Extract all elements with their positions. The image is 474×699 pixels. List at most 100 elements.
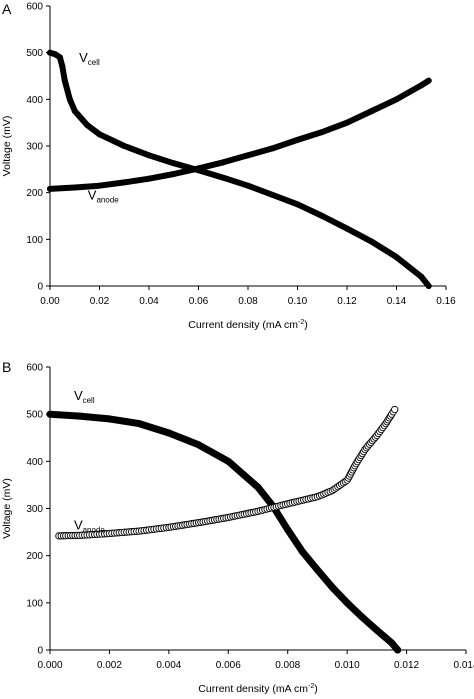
y-tick-label: 500	[26, 48, 43, 59]
panel-letter: A	[2, 1, 12, 17]
x-tick-label: 0.04	[139, 296, 159, 307]
data-point	[96, 131, 103, 138]
data-point	[368, 238, 375, 245]
data-point	[121, 179, 128, 186]
x-axis-label: Current density (mA cm-2)	[188, 319, 307, 331]
data-point	[195, 165, 202, 172]
data-point	[51, 51, 58, 58]
data-point	[245, 182, 251, 189]
data-point	[344, 119, 350, 126]
x-tick-label: 0.014	[453, 660, 474, 671]
data-point	[121, 143, 128, 149]
x-tick-label: 0.00	[40, 296, 60, 307]
x-tick-label: 0.004	[156, 660, 181, 671]
data-point	[373, 626, 381, 634]
x-tick-label: 0.12	[337, 296, 357, 307]
data-point	[135, 420, 143, 428]
data-point	[170, 160, 177, 167]
series-label: Vcell	[79, 50, 100, 67]
data-point	[299, 548, 307, 556]
data-point	[343, 599, 351, 607]
data-point	[59, 63, 66, 70]
x-axis-label: Current density (mA cm-2)	[198, 683, 317, 695]
y-tick-label: 0	[37, 646, 43, 657]
data-point	[254, 483, 262, 491]
panel-b: B 0 100 200 300 400 500 600 0.000 0.002 0.004 0.006…	[1, 359, 474, 695]
data-point	[269, 145, 276, 152]
y-tick-label: 200	[26, 551, 43, 562]
y-tick-label: 400	[26, 95, 43, 106]
y-axis-label: Voltage (mV)	[1, 116, 13, 177]
series-label: Vanode	[88, 188, 119, 205]
x-tick-label: 0.010	[335, 660, 360, 671]
series-anode: Vanode	[47, 77, 432, 205]
data-point	[245, 152, 251, 159]
data-point	[269, 192, 276, 198]
data-point	[391, 405, 399, 414]
data-point	[368, 108, 375, 114]
x-tick-label: 0.002	[97, 660, 122, 671]
data-point	[71, 184, 78, 191]
x-tick-label: 0.16	[436, 296, 456, 307]
data-point	[393, 254, 400, 261]
y-tick-label: 500	[26, 410, 43, 421]
series-label: Vcell	[74, 388, 95, 405]
data-point	[47, 49, 53, 56]
data-point	[358, 613, 366, 621]
data-point	[425, 283, 432, 289]
x-tick-label: 0.000	[37, 660, 62, 671]
data-point	[418, 82, 425, 89]
x-tick-label: 0.012	[394, 660, 419, 671]
data-point	[46, 410, 54, 418]
data-point	[313, 566, 321, 574]
data-point	[146, 175, 152, 182]
data-point	[220, 174, 227, 181]
y-tick-label: 600	[26, 363, 43, 374]
y-tick-label: 300	[26, 504, 43, 515]
data-point	[56, 54, 63, 61]
data-point	[388, 639, 396, 647]
y-axis-label: Voltage (mV)	[1, 478, 13, 539]
data-point	[71, 108, 78, 114]
panel-a: A 0 100 200 300 400 500 600 0.00 0.02 0.04 0.06 0.08…	[1, 1, 456, 331]
panel-letter: B	[2, 359, 11, 375]
y-tick-label: 400	[26, 457, 43, 468]
data-point	[170, 171, 177, 177]
series-anode: Vanode	[55, 405, 399, 540]
data-point	[76, 412, 84, 420]
x-tick-label: 0.02	[90, 296, 110, 307]
y-tick-label: 100	[26, 598, 43, 609]
data-point	[328, 583, 336, 591]
data-point	[96, 182, 103, 189]
series-cell: Vcell	[47, 49, 432, 289]
x-tick-label: 0.08	[238, 296, 258, 307]
y-tick-label: 100	[26, 235, 43, 246]
data-point	[294, 201, 301, 208]
x-tick-label: 0.06	[189, 296, 209, 307]
data-point	[224, 457, 232, 465]
data-point	[394, 646, 402, 654]
data-point	[165, 429, 173, 437]
data-point	[393, 96, 400, 103]
y-tick-label: 300	[26, 142, 43, 153]
series-label: Vanode	[74, 518, 105, 535]
data-point	[84, 122, 91, 128]
x-tick-label: 0.10	[288, 296, 308, 307]
data-point	[418, 273, 425, 280]
data-point	[220, 159, 227, 166]
x-tick-label: 0.008	[275, 660, 300, 671]
x-tick-label: 0.006	[216, 660, 241, 671]
x-tick-label: 0.14	[387, 296, 407, 307]
data-point	[319, 129, 326, 135]
series-line	[47, 49, 432, 289]
data-point	[319, 213, 326, 219]
y-tick-label: 200	[26, 188, 43, 199]
data-point	[61, 77, 68, 84]
data-point	[284, 526, 292, 534]
data-point	[344, 225, 350, 232]
data-point	[66, 96, 73, 103]
data-point	[195, 441, 203, 449]
data-point	[146, 152, 152, 159]
y-tick-label: 600	[26, 2, 43, 13]
